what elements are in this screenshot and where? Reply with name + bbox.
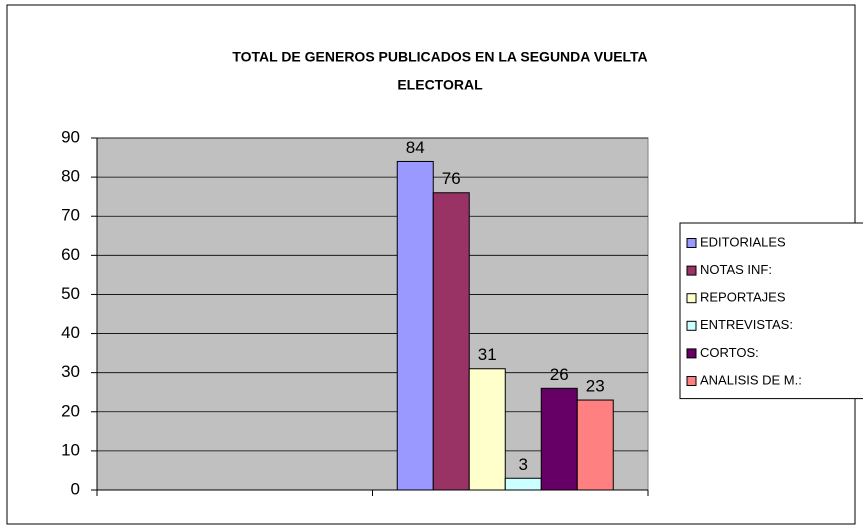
chart-title: ELECTORAL [397, 77, 483, 93]
y-tick-label: 70 [61, 206, 80, 225]
y-tick-label: 10 [61, 440, 80, 459]
y-tick-label: 0 [71, 479, 80, 498]
bar [576, 399, 614, 491]
y-tick-label: 50 [61, 284, 80, 303]
legend-label: NOTAS INF: [700, 262, 772, 277]
bar [540, 387, 578, 491]
y-tick-label: 90 [61, 127, 80, 146]
value-label: 26 [550, 365, 569, 384]
legend-label: EDITORIALES [700, 234, 786, 249]
legend-label: REPORTAJES [700, 290, 786, 305]
value-label: 84 [406, 138, 425, 157]
bar [396, 160, 434, 491]
legend-swatch [686, 293, 697, 304]
bar [468, 368, 506, 491]
legend-label: CORTOS: [700, 345, 759, 360]
y-tick-label: 60 [61, 245, 80, 264]
value-label: 23 [586, 377, 605, 396]
y-tick-label: 30 [61, 362, 80, 381]
value-label: 3 [519, 455, 528, 474]
chart-title: TOTAL DE GENEROS PUBLICADOS EN LA SEGUND… [232, 49, 647, 65]
legend-swatch [686, 320, 697, 331]
bar [504, 477, 542, 491]
legend-swatch [686, 238, 697, 248]
legend-label: ANALISIS DE M.: [700, 372, 802, 387]
legend-swatch [686, 376, 697, 386]
y-tick-label: 40 [61, 323, 80, 342]
legend-box [679, 222, 863, 400]
value-label: 76 [442, 169, 461, 188]
y-tick-label: 80 [61, 167, 80, 186]
bar [432, 192, 470, 491]
legend-label: ENTREVISTAS: [700, 317, 793, 332]
legend-swatch [686, 348, 697, 359]
value-label: 31 [478, 345, 497, 364]
legend-swatch [686, 265, 697, 276]
y-tick-label: 20 [61, 401, 80, 420]
